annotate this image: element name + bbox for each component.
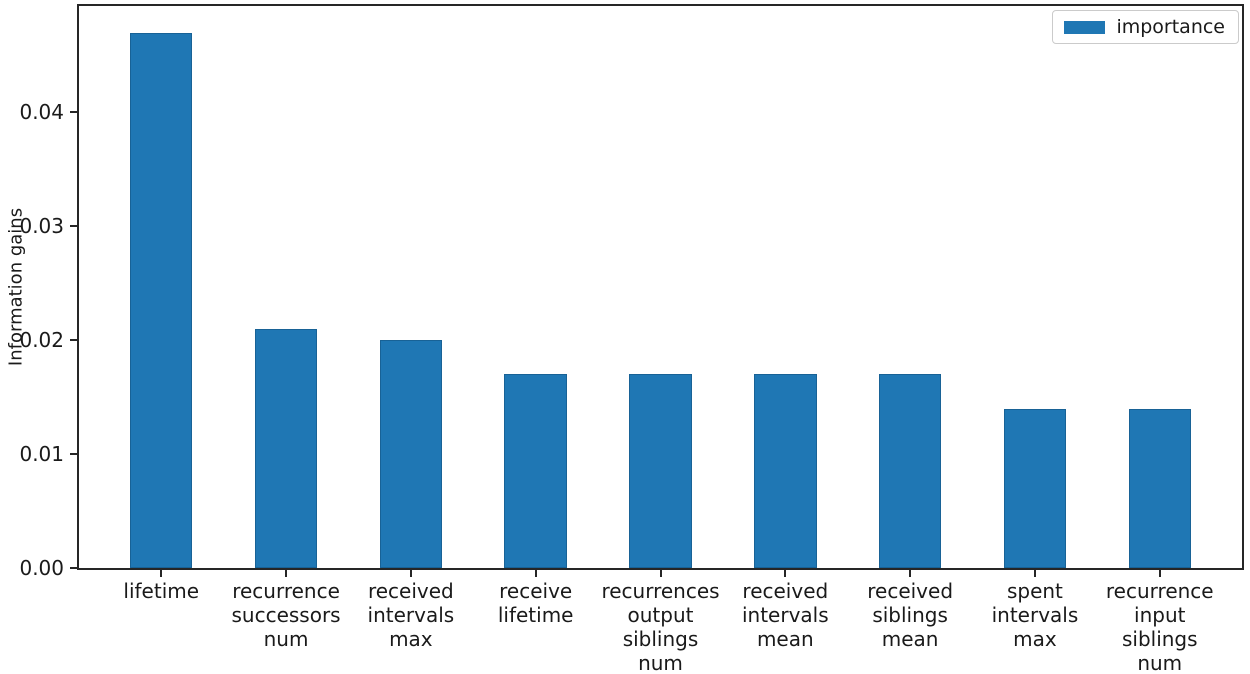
x-tick-label: receive lifetime <box>497 579 574 627</box>
x-tick-label: lifetime <box>123 579 200 603</box>
y-tick-label: 0.01 <box>19 442 64 467</box>
x-tick-label: spent intervals max <box>991 579 1079 651</box>
x-tick-mark <box>534 570 537 577</box>
bar-spent-intervals-max <box>1003 408 1067 568</box>
x-tick-label: received intervals mean <box>741 579 829 651</box>
x-tick-mark <box>285 570 288 577</box>
bar-received-siblings-mean <box>878 374 942 568</box>
bar-recurrence-successors-num <box>254 328 318 568</box>
bar-received-intervals-max <box>379 340 443 568</box>
y-tick-mark <box>70 567 77 569</box>
x-tick-mark <box>409 570 412 577</box>
bar-lifetime <box>130 32 193 568</box>
y-tick-mark <box>70 225 77 228</box>
y-tick-label: 0.03 <box>19 214 64 239</box>
x-tick-mark <box>784 570 787 577</box>
bar-received-intervals-mean <box>754 374 817 568</box>
x-tick-label: recurrence successors num <box>231 579 341 651</box>
legend-label-importance: importance <box>1116 15 1225 38</box>
x-tick-label: recurrences output siblings num <box>601 579 720 674</box>
y-tick-mark <box>70 453 77 456</box>
legend-swatch-importance <box>1064 20 1106 34</box>
y-tick-label: 0.02 <box>19 328 64 353</box>
x-tick-mark <box>160 570 163 577</box>
y-tick-mark <box>70 111 77 114</box>
x-tick-label: received siblings mean <box>867 579 954 651</box>
legend: importance <box>1052 10 1239 44</box>
y-tick-label: 0.00 <box>19 556 64 580</box>
x-tick-label: recurrence input siblings num <box>1105 579 1214 674</box>
x-tick-mark <box>659 570 662 577</box>
x-tick-label: received intervals max <box>367 579 455 651</box>
y-tick-label: 0.04 <box>19 100 64 125</box>
y-tick-mark <box>70 339 77 342</box>
bar-recurrences-output-siblings-num <box>629 374 692 568</box>
bar-recurrence-input-siblings-num <box>1128 408 1191 568</box>
x-tick-mark <box>1158 570 1161 577</box>
x-tick-mark <box>1033 570 1036 577</box>
x-tick-mark <box>909 570 912 577</box>
bar-receive-lifetime <box>504 374 567 568</box>
